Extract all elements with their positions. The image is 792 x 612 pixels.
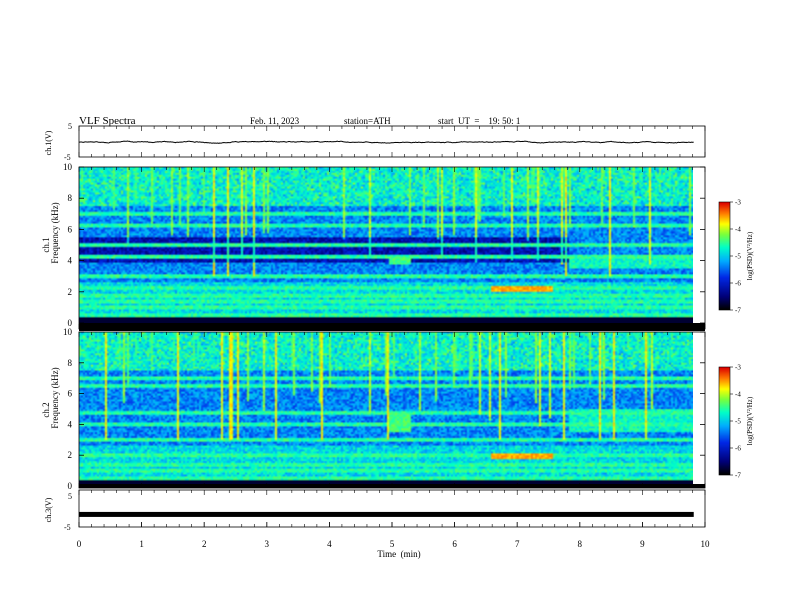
colorbar-tick-label: -5 (735, 418, 741, 426)
freq-tick-label: 0 (68, 481, 73, 491)
ch1-ylabel: ch.1(V) (44, 130, 53, 155)
freq-tick-label: 10 (63, 327, 73, 337)
ch1-freq-axis: 0 2 4 6 8 10 (63, 162, 705, 328)
freq-tick-label: 10 (63, 162, 73, 172)
ch1-ytick-top: 5 (68, 122, 72, 131)
ch2-colorbar-gradient (719, 367, 730, 475)
colorbar-tick-label: -4 (735, 226, 741, 234)
colorbar-tick-label: -7 (735, 307, 741, 315)
ch2-freq-ylabel-channel: ch.2 (41, 402, 51, 417)
time-tick-label: 2 (202, 539, 207, 549)
time-tick-label: 0 (77, 539, 82, 549)
colorbar-tick-label: -6 (735, 280, 741, 288)
time-tick-label: 6 (452, 539, 457, 549)
colorbar-tick-label: -3 (735, 364, 741, 372)
time-axis: 0 1 2 3 4 5 6 7 8 9 10 (77, 126, 710, 549)
ch1-freq-ylabel: Frequency (kHz) (50, 202, 60, 263)
ch3-ytick-top: 5 (68, 492, 72, 501)
freq-tick-label: 6 (68, 389, 73, 399)
time-axis-label: Time (min) (377, 549, 420, 559)
ch3-waveform-trace (79, 511, 694, 517)
colorbar-tick-label: -6 (735, 445, 741, 453)
ch1-colorbar: -3 -4 -5 -6 -7 log(PSD)(V²/Hz) (718, 199, 754, 315)
ch2-colorbar-label: log(PSD)(V²/Hz) (746, 396, 754, 445)
freq-tick-label: 8 (68, 358, 73, 368)
ch2-spectrogram-panel: 0 2 4 6 8 10 ch.2 Frequency (kHz) (41, 327, 706, 491)
ch3-ytick-bottom: -5 (64, 523, 71, 532)
colorbar-tick-label: -7 (735, 472, 741, 480)
ch1-colorbar-gradient (719, 202, 730, 310)
figure-title: VLF Spectra (79, 115, 136, 127)
ch1-ytick-bottom: -5 (64, 153, 71, 162)
time-tick-label: 3 (265, 539, 270, 549)
ch2-freq-ylabel: Frequency (kHz) (50, 367, 60, 428)
freq-tick-label: 4 (68, 256, 73, 266)
time-tick-label: 9 (640, 539, 645, 549)
date-label: Feb. 11, 2023 (250, 116, 300, 126)
freq-tick-label: 4 (68, 419, 73, 429)
freq-tick-label: 8 (68, 193, 73, 203)
freq-tick-label: 2 (68, 287, 73, 297)
freq-tick-label: 6 (68, 224, 73, 234)
ch2-freq-axis: 0 2 4 6 8 10 (63, 327, 705, 491)
ch1-spectrogram-image (79, 167, 693, 323)
ch2-colorbar: -3 -4 -5 -6 -7 log(PSD)(V²/Hz) (718, 364, 754, 480)
time-tick-label: 7 (515, 539, 520, 549)
start-ut-label: start UT = 19: 50: 1 (438, 116, 520, 126)
ch1-colorbar-label: log(PSD)(V²/Hz) (746, 231, 754, 280)
ch1-freq-ylabel-channel: ch.1 (41, 237, 51, 252)
freq-tick-label: 2 (68, 450, 73, 460)
time-tick-label: 5 (390, 539, 395, 549)
colorbar-tick-label: -4 (735, 391, 741, 399)
ch3-waveform-panel: 5 -5 ch.3(V) (44, 489, 706, 532)
station-label: station=ATH (344, 116, 391, 126)
colorbar-tick-label: -5 (735, 253, 741, 261)
freq-tick-label: 0 (68, 318, 73, 328)
time-tick-label: 4 (327, 539, 332, 549)
time-tick-label: 10 (701, 539, 711, 549)
ch2-spectrogram-image (79, 332, 693, 486)
time-tick-label: 1 (139, 539, 144, 549)
colorbar-tick-label: -3 (735, 199, 741, 207)
ch1-colorbar-ticks: -3 -4 -5 -6 -7 (730, 199, 741, 315)
ch1-waveform-trace (79, 140, 694, 144)
ch1-spectrogram-panel: 0 2 4 6 8 10 ch.1 Frequency (kHz) (41, 162, 706, 331)
ch3-ylabel: ch.3(V) (44, 497, 53, 522)
ch2-colorbar-ticks: -3 -4 -5 -6 -7 (730, 364, 741, 480)
ch1-waveform-panel: 5 -5 ch.1(V) (44, 122, 706, 162)
time-tick-label: 8 (578, 539, 583, 549)
